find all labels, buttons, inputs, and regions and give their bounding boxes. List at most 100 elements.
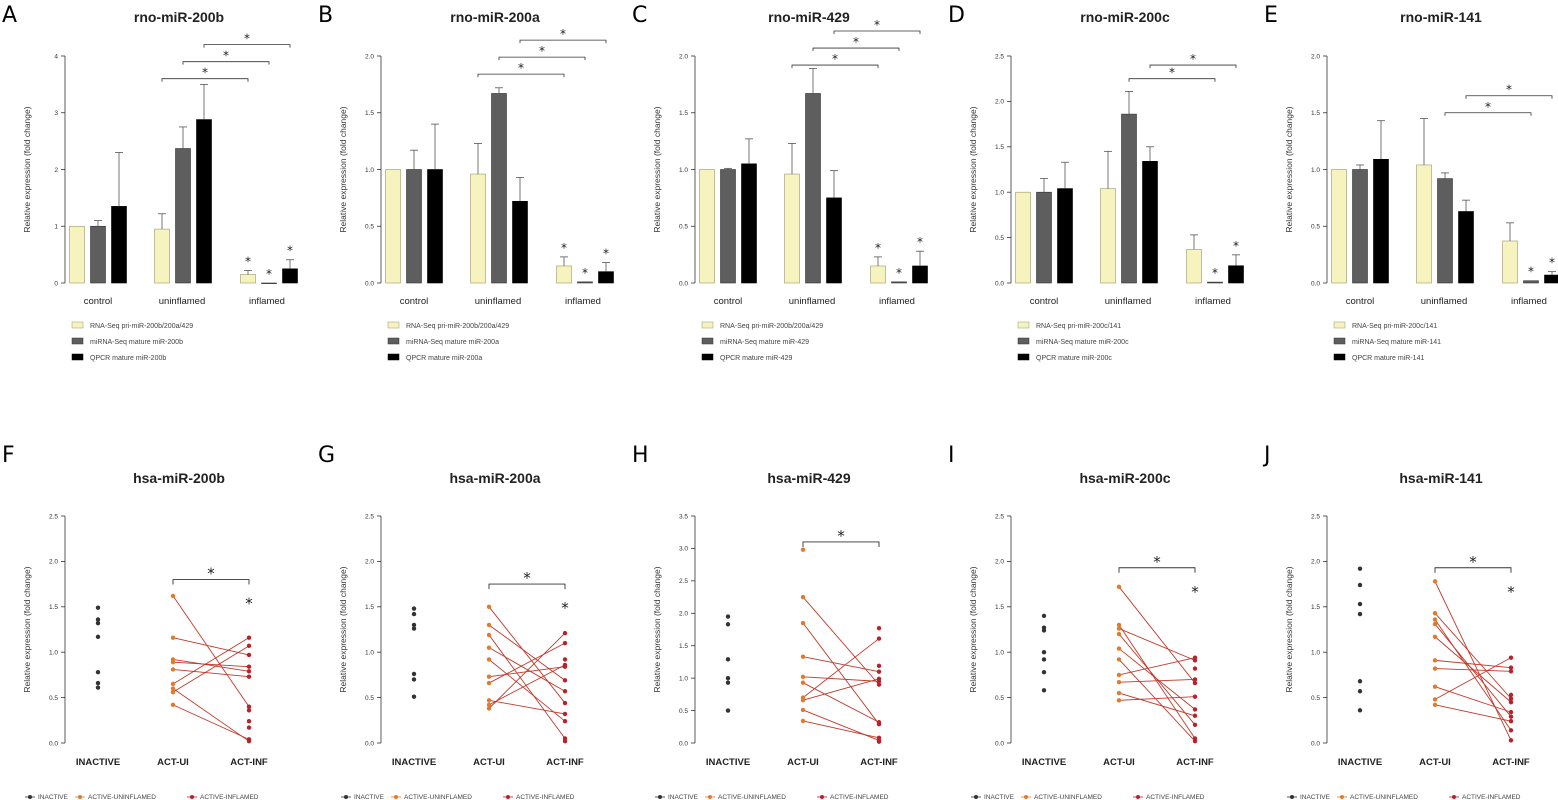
bar bbox=[1036, 191, 1052, 284]
category-label: ACT-INF bbox=[860, 757, 898, 768]
significance-bracket bbox=[1128, 78, 1216, 82]
bar bbox=[891, 281, 907, 284]
y-axis-label: Relative expression (fold change) bbox=[338, 566, 348, 692]
point-active-inflamed bbox=[246, 738, 252, 744]
point-active-inflamed bbox=[1508, 738, 1514, 743]
point-active-uninflamed bbox=[1432, 617, 1438, 622]
point-active-inflamed bbox=[562, 657, 568, 662]
point-active-uninflamed bbox=[486, 706, 492, 711]
pair-line bbox=[172, 637, 250, 685]
pair-line bbox=[488, 659, 566, 722]
legend-marker bbox=[190, 795, 194, 799]
y-tick-label: 0.0 bbox=[995, 740, 1004, 747]
point-active-inflamed bbox=[876, 721, 882, 727]
significance-bracket bbox=[203, 44, 291, 48]
panel-label: H bbox=[632, 443, 649, 468]
pair-line bbox=[488, 606, 566, 704]
point-active-inflamed bbox=[876, 663, 882, 669]
bracket-star: * bbox=[874, 18, 880, 32]
point-active-uninflamed bbox=[800, 654, 806, 659]
point-inactive bbox=[95, 605, 101, 610]
y-axis-label: Relative expression (fold change) bbox=[22, 566, 32, 692]
legend-label: ACTIVE-INFLAMED bbox=[830, 794, 889, 800]
legend-swatch bbox=[1017, 321, 1030, 329]
pair-line bbox=[172, 645, 250, 693]
point-active-uninflamed bbox=[486, 604, 492, 609]
y-axis-label: Relative expression (fold change) bbox=[1284, 106, 1294, 232]
point-active-uninflamed bbox=[800, 620, 806, 626]
point-active-uninflamed bbox=[486, 698, 492, 703]
significance-bracket bbox=[172, 579, 250, 585]
bracket-star: * bbox=[1485, 100, 1491, 114]
point-active-inflamed bbox=[876, 679, 882, 684]
pair-line bbox=[1434, 668, 1512, 672]
legend-swatch bbox=[701, 337, 714, 345]
point-active-inflamed bbox=[562, 640, 568, 646]
point-active-uninflamed bbox=[170, 667, 176, 672]
bar bbox=[1121, 113, 1137, 284]
chart-title: hsa-miR-200b bbox=[133, 470, 225, 486]
legend-marker bbox=[708, 795, 712, 799]
legend-label: miRNA-Seq mature miR-200b bbox=[90, 339, 183, 346]
point-inactive bbox=[95, 620, 101, 626]
point-active-uninflamed bbox=[170, 635, 176, 640]
y-tick-label: 2.5 bbox=[1311, 513, 1320, 520]
y-tick-label: 1.0 bbox=[995, 650, 1004, 657]
pair-line bbox=[1434, 686, 1512, 713]
legend-swatch bbox=[1017, 337, 1030, 345]
significance-bracket bbox=[833, 30, 921, 35]
legend-label: ACTIVE-INFLAMED bbox=[1462, 794, 1521, 800]
bar bbox=[196, 119, 212, 284]
point-inactive bbox=[1041, 650, 1047, 655]
y-axis-label: Relative expression (fold change) bbox=[1284, 566, 1294, 692]
bracket-star: * bbox=[1153, 553, 1161, 571]
y-axis-label: Relative expression (fold change) bbox=[968, 106, 978, 232]
bracket-star: * bbox=[207, 565, 215, 583]
point-active-uninflamed bbox=[1432, 702, 1438, 708]
bar bbox=[1100, 188, 1116, 284]
point-active-uninflamed bbox=[1116, 626, 1122, 631]
bar bbox=[385, 169, 401, 284]
legend-marker bbox=[394, 795, 398, 799]
legend-swatch bbox=[71, 337, 84, 345]
point-active-inflamed bbox=[1508, 719, 1514, 724]
point-inactive bbox=[95, 680, 101, 686]
point-active-inflamed bbox=[246, 708, 252, 713]
chart-title: rno-miR-200b bbox=[134, 9, 224, 25]
y-tick-label: 3.5 bbox=[679, 513, 688, 520]
point-active-inflamed bbox=[1192, 677, 1198, 682]
bar bbox=[1437, 178, 1453, 284]
category-label: ACT-INF bbox=[1176, 757, 1214, 768]
bar bbox=[69, 225, 85, 284]
category-label: inflamed bbox=[879, 296, 915, 307]
point-inactive bbox=[411, 622, 417, 628]
point-active-inflamed bbox=[1508, 669, 1514, 674]
bracket-star: * bbox=[1506, 83, 1512, 97]
bar bbox=[741, 163, 757, 284]
bar bbox=[1186, 249, 1202, 284]
significance-star: * bbox=[1549, 256, 1555, 270]
bar bbox=[1373, 158, 1389, 284]
bracket-star: * bbox=[223, 49, 229, 63]
bracket-star: * bbox=[1169, 66, 1175, 80]
point-active-uninflamed bbox=[1116, 679, 1122, 685]
bracket-star: * bbox=[244, 32, 250, 46]
chart-title: rno-miR-141 bbox=[1400, 9, 1482, 25]
point-active-inflamed bbox=[1192, 694, 1198, 699]
category-label: ACT-UI bbox=[157, 757, 189, 768]
legend-swatch bbox=[1333, 337, 1346, 345]
bar bbox=[1352, 169, 1368, 284]
y-tick-label: 1.5 bbox=[365, 110, 374, 117]
point-active-inflamed bbox=[246, 674, 252, 679]
bar bbox=[1458, 211, 1474, 284]
point-active-uninflamed bbox=[170, 686, 176, 691]
point-inactive bbox=[725, 675, 731, 681]
pair-line bbox=[1118, 628, 1196, 661]
significance-star: * bbox=[561, 599, 569, 617]
significance-star: * bbox=[245, 595, 253, 613]
panel-label: J bbox=[1262, 443, 1271, 468]
category-label: uninflamed bbox=[1105, 296, 1151, 307]
